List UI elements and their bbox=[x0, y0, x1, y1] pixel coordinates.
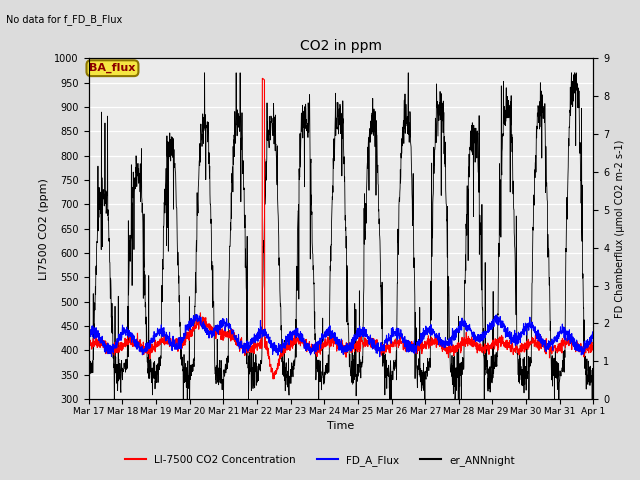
Y-axis label: FD Chamberflux (μmol CO2 m-2 s-1): FD Chamberflux (μmol CO2 m-2 s-1) bbox=[615, 140, 625, 318]
Y-axis label: LI7500 CO2 (ppm): LI7500 CO2 (ppm) bbox=[39, 178, 49, 280]
X-axis label: Time: Time bbox=[328, 421, 355, 432]
Title: CO2 in ppm: CO2 in ppm bbox=[300, 39, 382, 53]
Text: BA_flux: BA_flux bbox=[89, 63, 136, 73]
Text: No data for f_FD_B_Flux: No data for f_FD_B_Flux bbox=[6, 14, 123, 25]
Legend: LI-7500 CO2 Concentration, FD_A_Flux, er_ANNnight: LI-7500 CO2 Concentration, FD_A_Flux, er… bbox=[121, 451, 519, 470]
